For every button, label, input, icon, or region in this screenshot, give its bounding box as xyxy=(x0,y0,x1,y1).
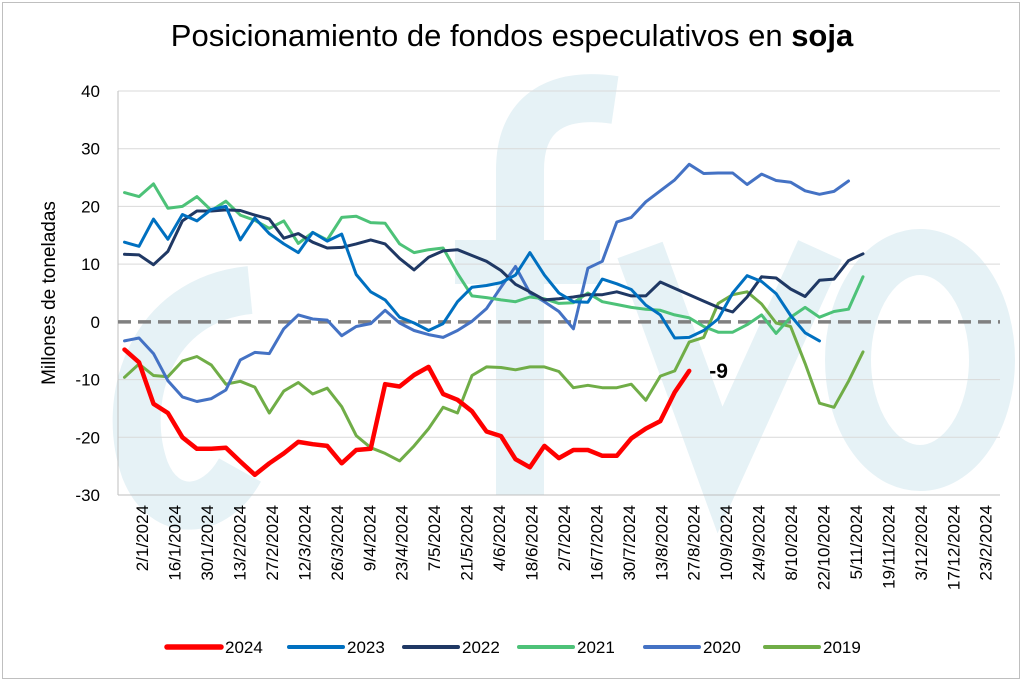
legend-label-2022: 2022 xyxy=(462,638,500,657)
x-tick-label: 27/8/2024 xyxy=(685,505,704,581)
x-tick-label: 23/2/2024 xyxy=(977,505,996,581)
x-tick-label: 30/1/2024 xyxy=(198,505,217,581)
series-line-2019 xyxy=(123,290,865,463)
gridlines xyxy=(117,90,1000,496)
legend-label-2021: 2021 xyxy=(577,638,615,657)
x-tick-label: 2/7/2024 xyxy=(555,505,574,571)
y-tick-label: -30 xyxy=(75,486,100,505)
series-line-2022 xyxy=(123,208,865,314)
series-line-2023 xyxy=(123,204,821,343)
chart-title: Posicionamiento de fondos especulativos … xyxy=(0,18,1024,54)
y-tick-label: -10 xyxy=(75,371,100,390)
y-tick-label: -20 xyxy=(75,428,100,447)
x-tick-label: 13/2/2024 xyxy=(231,505,250,581)
x-tick-label: 17/12/2024 xyxy=(944,505,963,590)
x-tick-label: 7/5/2024 xyxy=(425,505,444,571)
x-axis-ticks: 2/1/2024 16/1/2024 30/1/2024 13/2/2024 27/2/… xyxy=(133,505,996,590)
series-line-2020 xyxy=(123,162,850,403)
y-tick-label: 20 xyxy=(81,197,100,216)
x-tick-label: 12/3/2024 xyxy=(295,505,314,581)
y-axis-label: Millones de toneladas xyxy=(39,201,60,385)
x-tick-label: 23/4/2024 xyxy=(393,505,412,581)
y-tick-label: 40 xyxy=(81,82,100,101)
x-tick-label: 10/9/2024 xyxy=(717,505,736,581)
legend: 2024 2023 2022 2021 2020 2019 xyxy=(164,638,861,657)
x-tick-label: 13/8/2024 xyxy=(652,505,671,581)
legend-label-2019: 2019 xyxy=(823,638,861,657)
watermark-stroke xyxy=(112,266,261,530)
x-tick-label: 4/6/2024 xyxy=(490,505,509,571)
chart-title-text: Posicionamiento de fondos especulativos … xyxy=(170,18,783,53)
x-tick-label: 8/10/2024 xyxy=(782,505,801,581)
legend-label-2020: 2020 xyxy=(703,638,741,657)
annotation-label: -9 xyxy=(709,360,728,383)
watermark-stroke xyxy=(496,74,619,495)
series-line-2021 xyxy=(123,182,865,335)
chart-title-bold: soja xyxy=(791,18,854,53)
x-tick-label: 16/7/2024 xyxy=(587,505,606,581)
y-axis-ticks: -30 -20 -10 0 10 20 30 40 xyxy=(75,82,100,505)
x-tick-label: 2/1/2024 xyxy=(133,505,152,571)
x-tick-label: 24/9/2024 xyxy=(750,505,769,581)
x-tick-label: 30/7/2024 xyxy=(620,505,639,581)
legend-label-2023: 2023 xyxy=(347,638,385,657)
x-tick-label: 18/6/2024 xyxy=(523,505,542,581)
series-line-2024 xyxy=(122,347,692,478)
y-tick-label: 10 xyxy=(81,255,100,274)
x-tick-label: 3/12/2024 xyxy=(912,505,931,581)
x-tick-label: 9/4/2024 xyxy=(360,505,379,571)
y-tick-label: 30 xyxy=(81,140,100,159)
watermark-stroke xyxy=(825,229,1015,491)
x-tick-label: 19/11/2024 xyxy=(879,505,898,589)
legend-label-2024: 2024 xyxy=(225,638,263,657)
x-tick-label: 16/1/2024 xyxy=(166,505,185,581)
x-tick-label: 22/10/2024 xyxy=(815,505,834,590)
x-tick-label: 5/11/2024 xyxy=(847,505,866,579)
series-group xyxy=(122,162,865,478)
x-tick-label: 27/2/2024 xyxy=(263,505,282,581)
x-tick-label: 21/5/2024 xyxy=(458,505,477,581)
y-tick-label: 0 xyxy=(91,313,100,332)
x-tick-label: 26/3/2024 xyxy=(328,505,347,581)
